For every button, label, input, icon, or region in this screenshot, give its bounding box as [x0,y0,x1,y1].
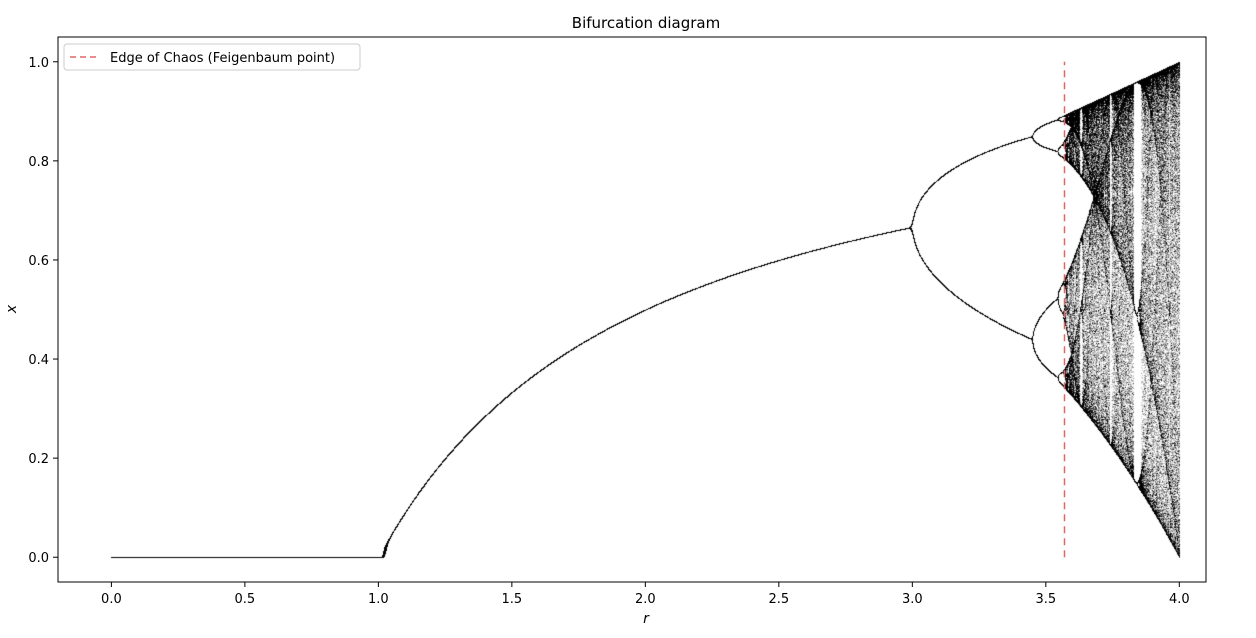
y-axis: 0.0 0.2 0.4 0.6 0.8 1.0 [28,56,58,566]
plot-area [58,37,1206,582]
x-axis: 0.0 0.5 1.0 1.5 2.0 2.5 3.0 3.5 4.0 [101,582,1190,607]
legend-box [63,43,361,71]
x-axis-label: r [643,611,650,627]
y-tick-label: 1.0 [28,56,49,71]
y-tick-label: 0.2 [28,452,49,467]
x-tick-label: 0.0 [101,592,122,607]
bifurcation-scatter [58,37,1206,582]
chart-title: Bifurcation diagram [572,14,720,32]
bifurcation-points [58,37,1206,582]
x-tick-label: 3.0 [902,592,923,607]
x-tick-label: 1.5 [502,592,523,607]
y-axis-label: x [4,304,20,314]
x-tick-label: 2.0 [635,592,656,607]
y-tick-label: 0.6 [28,254,49,269]
y-tick-label: 0.8 [28,155,49,170]
x-tick-label: 2.5 [768,592,789,607]
x-tick-label: 4.0 [1169,592,1190,607]
legend: Edge of Chaos (Feigenbaum point) [63,43,361,71]
x-tick-label: 0.5 [235,592,256,607]
legend-label-edge-of-chaos: Edge of Chaos (Feigenbaum point) [110,51,335,66]
y-tick-label: 0.0 [28,551,49,566]
y-tick-label: 0.4 [28,353,49,368]
x-tick-label: 1.0 [368,592,389,607]
axes-frame [57,36,1207,583]
x-tick-label: 3.5 [1035,592,1056,607]
